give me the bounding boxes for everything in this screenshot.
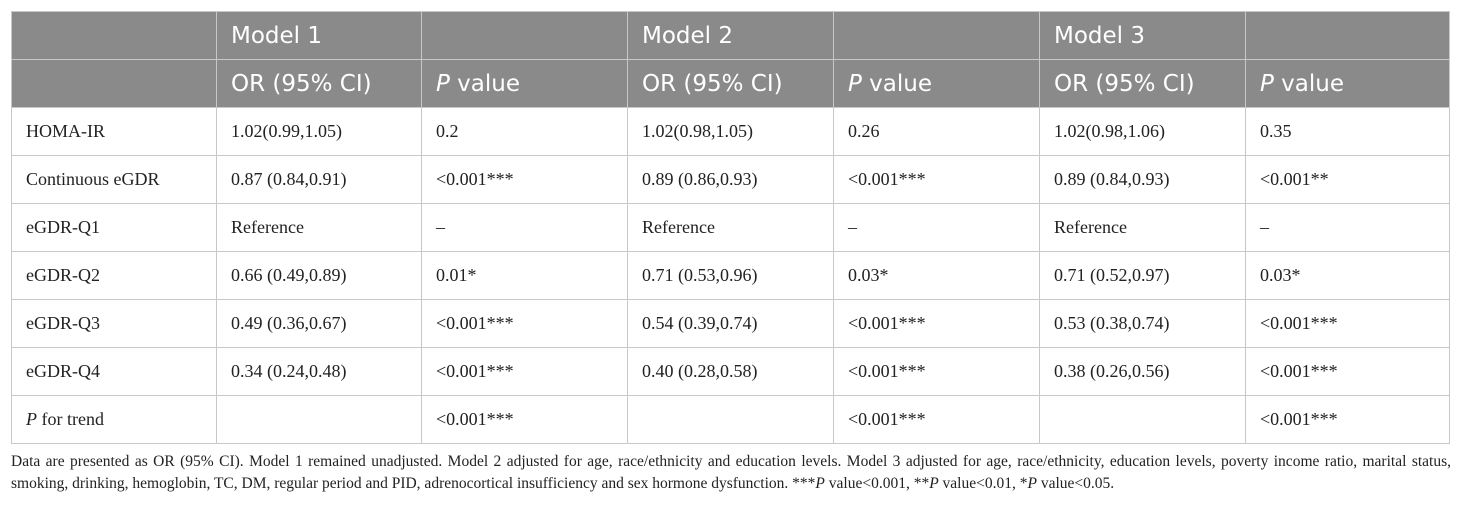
- model-1-or-cell: 0.34 (0.24,0.48): [216, 347, 422, 396]
- model-3-or-cell: 0.89 (0.84,0.93): [1039, 155, 1246, 204]
- header-model-3: Model 3: [1039, 11, 1246, 60]
- footnote-text: Data are presented as OR (95% CI). Model…: [11, 453, 1451, 492]
- model-1-or-cell: 0.49 (0.36,0.67): [216, 299, 422, 348]
- header-p-value-model-1: P value: [421, 59, 628, 108]
- p-italic-label: P: [436, 70, 450, 97]
- model-2-p-cell: 0.26: [833, 107, 1040, 156]
- footnote-p-italic: P: [815, 475, 825, 492]
- table-footnote: Data are presented as OR (95% CI). Model…: [11, 451, 1451, 495]
- model-3-or-cell: 0.38 (0.26,0.56): [1039, 347, 1246, 396]
- header-model-2: Model 2: [627, 11, 834, 60]
- model-3-or-cell: 1.02(0.98,1.06): [1039, 107, 1246, 156]
- model-1-or-cell: Reference: [216, 203, 422, 252]
- model-1-p-cell: 0.01*: [421, 251, 628, 300]
- trend-label-suffix: for trend: [37, 409, 104, 429]
- model-3-p-cell: <0.001***: [1245, 347, 1450, 396]
- footnote-p-italic: P: [1027, 475, 1037, 492]
- model-2-p-cell: <0.001***: [833, 395, 1040, 444]
- header-or-ci-model-2: OR (95% CI): [627, 59, 834, 108]
- model-2-or-cell: 0.89 (0.86,0.93): [627, 155, 834, 204]
- p-italic-label: P: [26, 409, 37, 429]
- header-or-ci-model-3: OR (95% CI): [1039, 59, 1246, 108]
- table-body: HOMA-IR 1.02(0.99,1.05) 0.2 1.02(0.98,1.…: [11, 107, 1450, 444]
- model-2-or-cell: 0.71 (0.53,0.96): [627, 251, 834, 300]
- row-label: Continuous eGDR: [11, 155, 217, 204]
- header-empty-cell: [421, 11, 628, 60]
- model-3-or-cell: Reference: [1039, 203, 1246, 252]
- model-3-or-cell: [1039, 395, 1246, 444]
- footnote-text: value<0.001, **: [824, 475, 930, 492]
- model-3-p-cell: 0.35: [1245, 107, 1450, 156]
- table-row: Continuous eGDR 0.87 (0.84,0.91) <0.001*…: [11, 155, 1450, 204]
- model-3-or-cell: 0.53 (0.38,0.74): [1039, 299, 1246, 348]
- model-1-or-cell: 0.66 (0.49,0.89): [216, 251, 422, 300]
- header-p-value-model-2: P value: [833, 59, 1040, 108]
- model-2-p-cell: <0.001***: [833, 347, 1040, 396]
- table-row: eGDR-Q4 0.34 (0.24,0.48) <0.001*** 0.40 …: [11, 347, 1450, 396]
- model-3-p-cell: –: [1245, 203, 1450, 252]
- model-1-or-cell: [216, 395, 422, 444]
- row-label: eGDR-Q3: [11, 299, 217, 348]
- results-table: Model 1 Model 2 Model 3 OR (95% CI) P va…: [11, 11, 1450, 444]
- model-2-p-cell: <0.001***: [833, 155, 1040, 204]
- p-value-suffix: value: [861, 70, 933, 97]
- model-1-p-cell: 0.2: [421, 107, 628, 156]
- trend-row-label: P for trend: [11, 395, 217, 444]
- table-row: eGDR-Q2 0.66 (0.49,0.89) 0.01* 0.71 (0.5…: [11, 251, 1450, 300]
- model-1-p-cell: <0.001***: [421, 155, 628, 204]
- model-1-p-cell: <0.001***: [421, 395, 628, 444]
- row-label: eGDR-Q1: [11, 203, 217, 252]
- model-3-p-cell: <0.001**: [1245, 155, 1450, 204]
- header-p-value-model-3: P value: [1245, 59, 1450, 108]
- model-1-p-cell: <0.001***: [421, 299, 628, 348]
- model-2-p-cell: 0.03*: [833, 251, 1040, 300]
- model-2-p-cell: <0.001***: [833, 299, 1040, 348]
- footnote-text: value<0.05.: [1036, 475, 1115, 492]
- header-corner-cell: [11, 11, 217, 60]
- header-empty-cell: [11, 59, 217, 108]
- model-2-or-cell: 0.40 (0.28,0.58): [627, 347, 834, 396]
- model-1-p-cell: –: [421, 203, 628, 252]
- model-3-p-cell: 0.03*: [1245, 251, 1450, 300]
- table-row: HOMA-IR 1.02(0.99,1.05) 0.2 1.02(0.98,1.…: [11, 107, 1450, 156]
- p-value-suffix: value: [1273, 70, 1345, 97]
- model-1-or-cell: 0.87 (0.84,0.91): [216, 155, 422, 204]
- header-empty-cell: [833, 11, 1040, 60]
- p-value-suffix: value: [449, 70, 521, 97]
- table-row: eGDR-Q3 0.49 (0.36,0.67) <0.001*** 0.54 …: [11, 299, 1450, 348]
- footnote-text: value<0.01, *: [938, 475, 1028, 492]
- model-1-p-cell: <0.001***: [421, 347, 628, 396]
- footnote-p-italic: P: [929, 475, 939, 492]
- model-2-or-cell: 0.54 (0.39,0.74): [627, 299, 834, 348]
- table-row: eGDR-Q1 Reference – Reference – Referenc…: [11, 203, 1450, 252]
- model-2-or-cell: 1.02(0.98,1.05): [627, 107, 834, 156]
- p-italic-label: P: [848, 70, 862, 97]
- model-3-or-cell: 0.71 (0.52,0.97): [1039, 251, 1246, 300]
- table-header: Model 1 Model 2 Model 3 OR (95% CI) P va…: [11, 11, 1450, 108]
- model-1-or-cell: 1.02(0.99,1.05): [216, 107, 422, 156]
- p-italic-label: P: [1260, 70, 1274, 97]
- model-2-or-cell: Reference: [627, 203, 834, 252]
- header-empty-cell: [1245, 11, 1450, 60]
- header-or-ci-model-1: OR (95% CI): [216, 59, 422, 108]
- row-label: eGDR-Q2: [11, 251, 217, 300]
- row-label: eGDR-Q4: [11, 347, 217, 396]
- trend-row: P for trend <0.001*** <0.001*** <0.001**…: [11, 395, 1450, 444]
- header-row-models: Model 1 Model 2 Model 3: [11, 11, 1450, 60]
- header-row-measures: OR (95% CI) P value OR (95% CI) P value …: [11, 59, 1450, 108]
- header-model-1: Model 1: [216, 11, 422, 60]
- model-2-or-cell: [627, 395, 834, 444]
- row-label: HOMA-IR: [11, 107, 217, 156]
- model-3-p-cell: <0.001***: [1245, 299, 1450, 348]
- model-3-p-cell: <0.001***: [1245, 395, 1450, 444]
- model-2-p-cell: –: [833, 203, 1040, 252]
